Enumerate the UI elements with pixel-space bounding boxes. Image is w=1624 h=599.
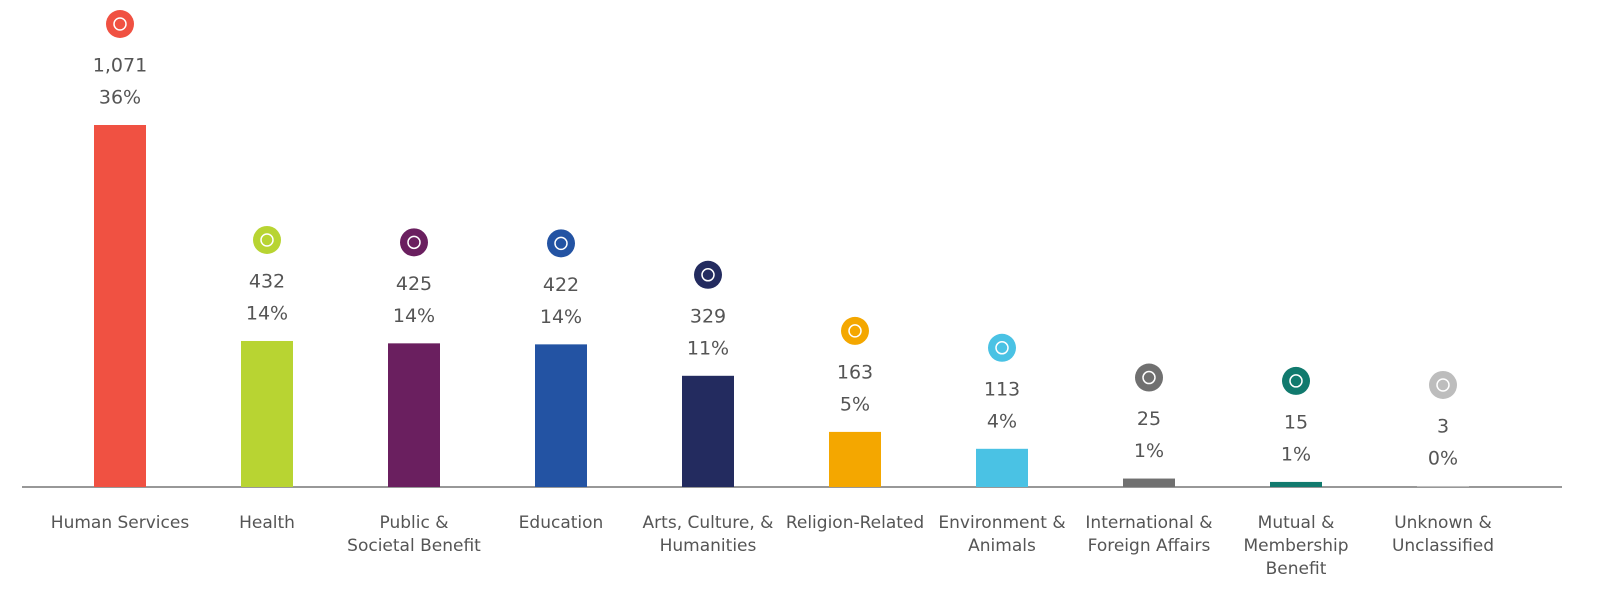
category-icon: [1429, 370, 1457, 399]
category-icon: [841, 316, 869, 345]
percent-label: 11%: [687, 337, 729, 359]
value-label: 25: [1137, 408, 1161, 430]
percent-label: 36%: [99, 87, 141, 109]
percent-label: 1%: [1281, 443, 1311, 465]
value-label: 3: [1437, 415, 1449, 437]
icon-glyph: [260, 233, 274, 247]
category-label: Unknown & Unclassified: [1391, 513, 1495, 556]
bar: [1123, 478, 1175, 487]
value-label: 113: [984, 378, 1020, 400]
bar: [241, 340, 293, 487]
category-label: Public & Societal Benefit: [347, 513, 481, 556]
percent-label: 1%: [1134, 440, 1164, 462]
value-label: 422: [543, 274, 579, 296]
value-label: 1,071: [93, 55, 147, 77]
value-label: 432: [249, 270, 285, 292]
category-icon: [988, 333, 1016, 362]
icon-glyph: [407, 235, 421, 250]
percent-label: 14%: [540, 306, 582, 328]
bar: [682, 375, 734, 487]
bar: [829, 431, 881, 487]
icon-glyph: [848, 324, 862, 338]
bar: [535, 344, 587, 487]
category-label: Arts, Culture, & Humanities: [642, 513, 774, 556]
value-label: 15: [1284, 411, 1308, 433]
category-icon: [400, 228, 428, 257]
category-icon: [1282, 366, 1310, 395]
category-icon: [1135, 363, 1163, 392]
value-label: 163: [837, 361, 873, 383]
icon-glyph: [113, 17, 127, 31]
percent-label: 4%: [987, 410, 1017, 432]
value-label: 329: [690, 305, 726, 327]
icon-glyph: [554, 236, 568, 251]
bar: [1417, 485, 1469, 487]
bar: [388, 343, 440, 487]
icon-glyph: [701, 268, 715, 282]
percent-label: 5%: [840, 393, 870, 415]
category-label: Mutual & Membership Benefit: [1243, 513, 1349, 579]
percent-label: 0%: [1428, 447, 1458, 469]
category-label: Education: [518, 513, 604, 533]
bar: [976, 448, 1028, 487]
icon-glyph: [1289, 374, 1303, 388]
icon-glyph: [1436, 378, 1450, 392]
category-label: Environment & Animals: [938, 513, 1066, 556]
value-label: 425: [396, 273, 432, 295]
category-label: Health: [239, 513, 295, 533]
percent-label: 14%: [393, 305, 435, 327]
category-icon: [253, 225, 281, 254]
category-icon: [694, 260, 722, 289]
icon-glyph: [995, 341, 1009, 355]
category-icon: [106, 10, 134, 38]
bar: [1270, 481, 1322, 487]
bar: [94, 125, 146, 487]
category-label: Human Services: [50, 513, 190, 533]
category-label: International & Foreign Affairs: [1085, 513, 1213, 556]
percent-label: 14%: [246, 302, 288, 324]
category-label: Religion-Related: [785, 513, 925, 533]
icon-glyph: [1142, 370, 1156, 385]
category-icon: [547, 229, 575, 258]
